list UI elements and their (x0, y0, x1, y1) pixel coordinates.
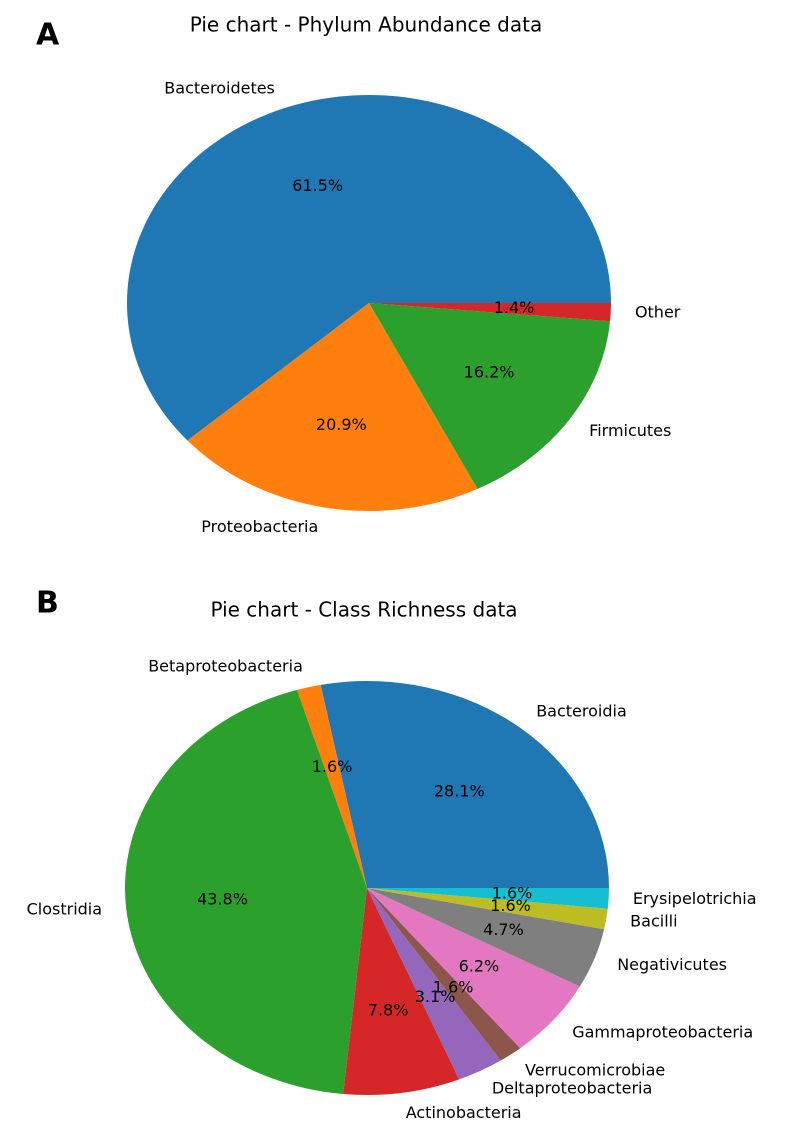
slice-label: Gammaproteobacteria (572, 1023, 753, 1042)
value-label: 1.6% (492, 884, 533, 903)
value-label: 7.8% (368, 1000, 409, 1019)
slice-label: Bacteroidetes (164, 78, 275, 97)
chart-title: Pie chart - Phylum Abundance data (190, 13, 542, 37)
pie-slice (343, 888, 460, 1095)
pie-slice (369, 303, 611, 322)
pie-slice (126, 95, 611, 441)
pie-slice (367, 888, 608, 930)
slice-label: Betaproteobacteria (148, 657, 303, 676)
pie-slice (367, 888, 609, 909)
pie-slice (297, 684, 367, 888)
slice-label: Proteobacteria (201, 517, 318, 536)
value-label: 1.6% (433, 977, 474, 996)
value-label: 61.5% (292, 176, 343, 195)
slice-label: Verrucomicrobiae (525, 1061, 665, 1080)
value-label: 1.4% (494, 298, 535, 317)
slice-label: Erysipelotrichia (633, 889, 757, 908)
slice-label: Clostridia (27, 900, 102, 919)
chart-title: Pie chart - Class Richness data (210, 598, 517, 622)
panel-letter: B (36, 586, 59, 621)
value-label: 1.6% (490, 896, 531, 915)
value-label: 28.1% (434, 782, 485, 801)
value-label: 20.9% (316, 415, 367, 434)
slice-label: Actinobacteria (406, 1103, 522, 1122)
slice-label: Deltaproteobacteria (492, 1079, 652, 1098)
slice-label: Bacteroidia (536, 702, 627, 721)
slice-label: Negativicutes (617, 955, 727, 974)
pie-slice (367, 888, 605, 987)
panel-letter: A (36, 18, 60, 53)
pie-slice (367, 888, 580, 1049)
pie-slice (125, 689, 367, 1094)
value-label: 3.1% (415, 987, 456, 1006)
pie-slice (367, 888, 501, 1080)
value-label: 16.2% (464, 363, 515, 382)
pie-slice (320, 680, 609, 888)
pie-slice (369, 303, 611, 489)
pie-slice (187, 303, 478, 511)
value-label: 6.2% (459, 957, 500, 976)
value-label: 4.7% (483, 920, 524, 939)
value-label: 1.6% (312, 757, 353, 776)
slice-label: Other (635, 303, 681, 322)
slice-label: Bacilli (630, 912, 677, 931)
slice-label: Firmicutes (589, 421, 671, 440)
pie-slice (367, 888, 521, 1061)
value-label: 43.8% (197, 890, 248, 909)
